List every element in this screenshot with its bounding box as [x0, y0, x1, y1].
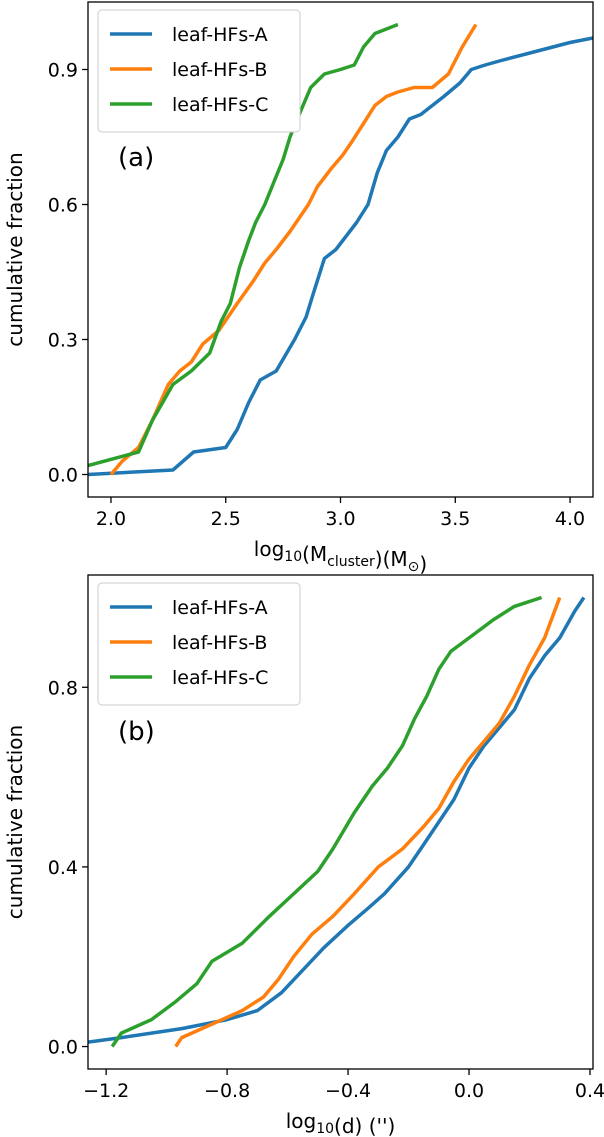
y-axis-title: cumulative fraction [3, 725, 27, 919]
x-axis-title: log10(d) ('') [286, 1109, 396, 1137]
x-tick-label: 4.0 [555, 508, 585, 530]
legend-label: leaf-HFs-A [172, 24, 268, 46]
y-tick-label: 0.8 [48, 677, 78, 699]
panel-label: (a) [118, 143, 154, 173]
series-line-c [110, 595, 543, 1048]
legend-label: leaf-HFs-B [172, 632, 267, 654]
series-line-a [88, 36, 593, 477]
chart-panel-2: −1.2 −0.8 −0.4 0.0 0.4 0.0 0.4 0.8 cumulative fr… [3, 574, 604, 1137]
legend-label: leaf-HFs-A [172, 597, 268, 619]
legend-label: leaf-HFs-B [172, 59, 267, 81]
x-axis-title: log10(Mcluster)(M⊙) [254, 537, 427, 576]
y-tick-label: 0.4 [48, 857, 78, 879]
series-line-a [88, 596, 586, 1044]
x-tick-label: −1.2 [83, 1080, 129, 1102]
x-tick-label: −0.4 [325, 1080, 371, 1102]
y-axis-title: cumulative fraction [3, 152, 27, 346]
y-tick-label: 0.6 [48, 195, 78, 217]
legend-label: leaf-HFs-C [172, 94, 268, 116]
x-tick-label: 0.4 [575, 1080, 604, 1102]
y-tick-label: 0.9 [48, 60, 78, 82]
legend-label: leaf-HFs-C [172, 667, 268, 689]
y-tick-label: 0.0 [48, 1037, 78, 1059]
x-tick-label: 0.0 [454, 1080, 484, 1102]
x-tick-label: 3.0 [325, 508, 355, 530]
legend: leaf-HFs-A leaf-HFs-B leaf-HFs-C [97, 9, 301, 133]
y-tick-label: 0.3 [48, 330, 78, 352]
chart-panel-1: 2.0 2.5 3.0 3.5 4.0 0.0 0.3 0.6 0.9 cumulative fr… [3, 1, 594, 576]
series-line-c [88, 22, 399, 468]
series-line-b [174, 596, 562, 1048]
x-tick-label: 2.0 [96, 508, 126, 530]
y-tick-label: 0.0 [48, 465, 78, 487]
legend-box [97, 9, 301, 133]
plot-frame [87, 574, 594, 1070]
series-line-b [109, 23, 478, 476]
panel-label: (b) [118, 717, 155, 747]
legend-box [97, 582, 301, 706]
legend: leaf-HFs-A leaf-HFs-B leaf-HFs-C [97, 582, 301, 706]
x-tick-label: 3.5 [440, 508, 470, 530]
x-tick-label: −0.8 [204, 1080, 250, 1102]
x-tick-label: 2.5 [211, 508, 241, 530]
